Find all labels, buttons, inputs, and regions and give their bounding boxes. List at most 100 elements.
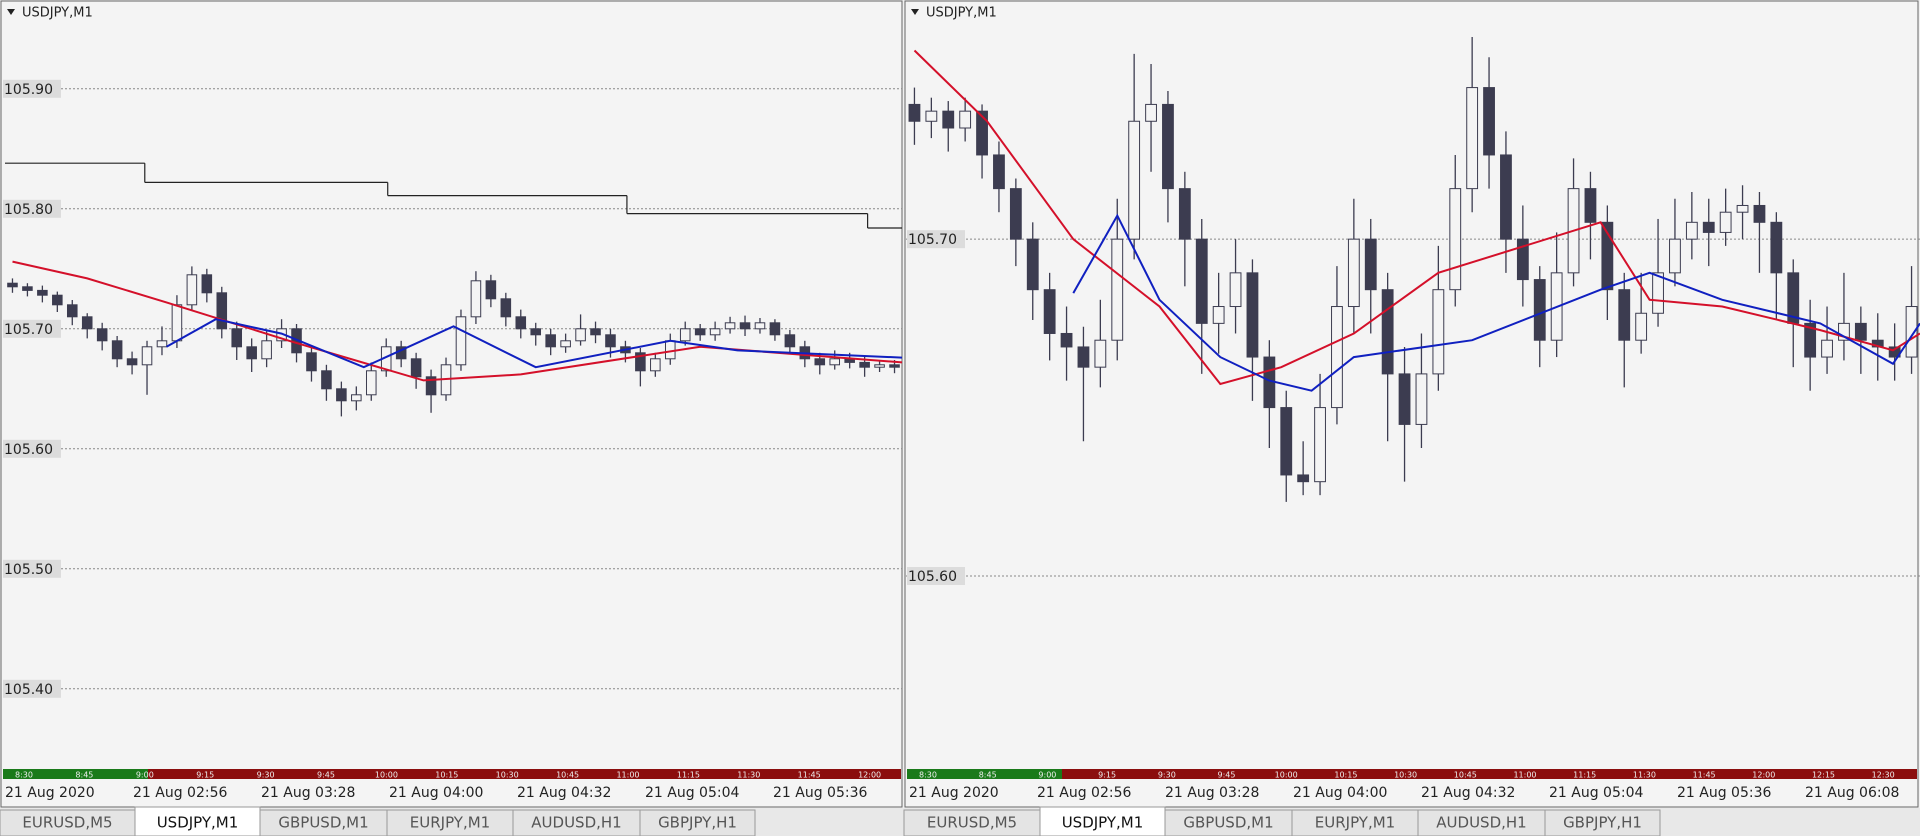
tab-label[interactable]: EURUSD,M5 — [927, 814, 1017, 832]
candle-body — [1804, 322, 1817, 358]
session-label: 9:15 — [1098, 771, 1116, 780]
candle-body — [7, 282, 18, 288]
tab-label[interactable]: AUDUSD,H1 — [1436, 814, 1526, 832]
session-label: 12:30 — [1872, 771, 1895, 780]
moving-average — [1072, 213, 1920, 392]
candle-body — [754, 322, 766, 330]
candle-body — [1178, 188, 1191, 240]
time-label: 21 Aug 04:00 — [1293, 785, 1387, 801]
tab[interactable] — [639, 809, 756, 836]
candle-body — [1483, 87, 1495, 156]
session-label: 11:45 — [1693, 771, 1716, 780]
candle-body — [814, 358, 826, 366]
tab-label[interactable]: GBPUSD,M1 — [1183, 814, 1273, 832]
candle-body — [1854, 322, 1867, 341]
candle-body — [1162, 103, 1174, 190]
tab-label[interactable]: GBPJPY,H1 — [658, 814, 737, 832]
candle-body — [1128, 120, 1141, 240]
candle-body — [365, 370, 377, 396]
time-label: 21 Aug 05:04 — [645, 785, 739, 801]
candle-body — [1669, 238, 1681, 274]
candle-body — [1297, 474, 1310, 483]
tab[interactable] — [1544, 809, 1661, 836]
tab-label[interactable]: GBPJPY,H1 — [1563, 814, 1642, 832]
time-label: 21 Aug 04:32 — [1421, 785, 1515, 801]
session-label: 12:00 — [1752, 771, 1775, 780]
candle-body — [1905, 306, 1918, 358]
tab[interactable] — [512, 809, 641, 836]
session-label: 9:15 — [196, 771, 214, 780]
tab-label[interactable]: USDJPY,M1 — [1062, 814, 1144, 832]
tab[interactable] — [1291, 809, 1419, 836]
session-bar — [3, 769, 148, 779]
candle-body — [908, 103, 921, 122]
candle-body — [739, 322, 751, 330]
candle-body — [141, 346, 153, 366]
candle-body — [1838, 322, 1850, 341]
session-label: 9:45 — [1218, 771, 1236, 780]
candle-body — [993, 154, 1005, 190]
price-label: 105.40 — [4, 682, 53, 698]
moving-average — [12, 260, 903, 382]
session-bar — [148, 769, 901, 779]
candle-body — [1736, 204, 1749, 213]
tab-label[interactable]: EURJPY,M1 — [410, 814, 490, 832]
candle-body — [976, 110, 988, 156]
candle-body — [351, 394, 362, 402]
candle-body — [126, 358, 138, 366]
candle-body — [1618, 289, 1631, 341]
price-label: 105.60 — [908, 569, 957, 585]
price-label-bg — [3, 79, 61, 98]
session-label: 11:15 — [1573, 771, 1596, 780]
chart-title: USDJPY,M1 — [926, 6, 997, 21]
session-label: 10:15 — [1334, 771, 1357, 780]
candle-body — [1770, 221, 1783, 274]
candle-body — [1753, 204, 1766, 223]
tab-label[interactable]: EURUSD,M5 — [22, 814, 112, 832]
session-bar — [907, 769, 1062, 779]
moving-average — [913, 49, 1920, 386]
candle-body — [216, 292, 228, 330]
price-label-bg — [3, 559, 61, 578]
session-label: 12:00 — [858, 771, 881, 780]
tab-label[interactable]: USDJPY,M1 — [157, 814, 239, 832]
candle-body — [321, 370, 332, 390]
candle-body — [1009, 188, 1022, 240]
candle-body — [246, 346, 257, 360]
price-label: 105.80 — [4, 202, 53, 218]
tab-label[interactable]: EURJPY,M1 — [1315, 814, 1395, 832]
tab-label[interactable]: AUDUSD,H1 — [531, 814, 621, 832]
candle-body — [485, 280, 497, 300]
candle-body — [859, 361, 870, 368]
price-label-bg — [907, 230, 965, 249]
candle-body — [959, 110, 972, 129]
candle-body — [1635, 312, 1648, 341]
session-label: 10:30 — [496, 771, 519, 780]
time-label: 21 Aug 2020 — [5, 785, 95, 801]
candle-body — [1094, 339, 1107, 368]
session-label: 8:45 — [75, 771, 93, 780]
candle-body — [66, 304, 78, 318]
tab[interactable] — [386, 809, 514, 836]
tab[interactable] — [1417, 809, 1546, 836]
candle-body — [784, 334, 796, 348]
candle-body — [1432, 289, 1445, 375]
title-arrow — [911, 9, 919, 15]
time-label: 21 Aug 03:28 — [1165, 785, 1259, 801]
candle-body — [1381, 289, 1394, 375]
candle-body — [231, 328, 243, 348]
price-label-bg — [3, 439, 61, 458]
candle-body — [96, 328, 108, 342]
session-label: 11:45 — [798, 771, 821, 780]
session-label: 9:00 — [1038, 771, 1056, 780]
candle-body — [1398, 373, 1411, 425]
candle-body — [261, 340, 272, 360]
tab-label[interactable]: GBPUSD,M1 — [278, 814, 368, 832]
candle-body — [1533, 279, 1546, 341]
candle-body — [1500, 154, 1512, 240]
candle-body — [1584, 188, 1597, 223]
price-label: 105.70 — [908, 232, 957, 248]
chart-title: USDJPY,M1 — [22, 6, 93, 21]
candle-body — [410, 358, 422, 378]
tab[interactable] — [259, 809, 388, 836]
